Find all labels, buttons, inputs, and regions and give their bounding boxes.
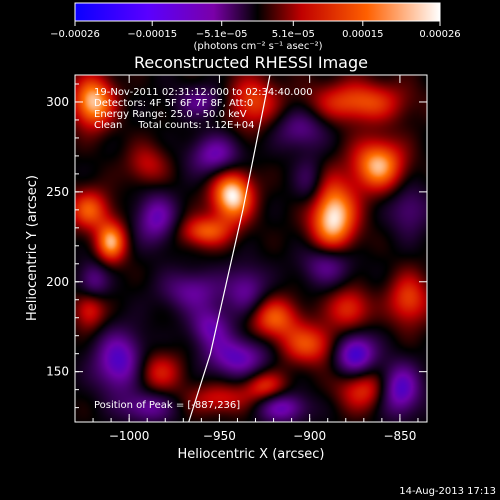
colorbar-gradient xyxy=(74,2,441,22)
y-axis-label: Heliocentric Y (arcsec) xyxy=(25,175,40,321)
x-axis: −1000 −950 −900 −850 xyxy=(74,75,419,443)
solar-limb-curve xyxy=(188,75,271,422)
colorbar-ticks: −0.00026 −0.00015 −5.1e−05 5.1e−05 0.00015 0.… xyxy=(50,21,461,40)
annotation-block: 19-Nov-2011 02:31:12.000 to 02:34:40.000… xyxy=(94,87,313,411)
annotation-method: Clean Total counts: 1.12E+04 xyxy=(94,120,254,131)
x-axis-label: Heliocentric X (arcsec) xyxy=(178,447,325,462)
x-tick-label: −900 xyxy=(293,429,326,443)
chart-title: Reconstructed RHESSI Image xyxy=(134,53,368,72)
colorbar-tick-label: 0.00015 xyxy=(342,29,383,40)
y-tick-label: 300 xyxy=(46,95,69,109)
y-axis: 150 200 250 300 xyxy=(46,83,427,409)
colorbar-tick-label: −5.1e−05 xyxy=(196,29,248,40)
heatmap-image xyxy=(75,75,427,422)
annotation-time-range: 19-Nov-2011 02:31:12.000 to 02:34:40.000 xyxy=(94,87,313,98)
colorbar-tick-label: 5.1e−05 xyxy=(272,29,315,40)
colorbar-tick-label: −0.00026 xyxy=(50,29,100,40)
y-tick-label: 150 xyxy=(46,365,69,379)
annotation-peak: Position of Peak = [-887,236] xyxy=(94,400,240,411)
x-tick-label: −950 xyxy=(203,429,236,443)
annotation-detectors: Detectors: 4F 5F 6F 7F 8F, Att:0 xyxy=(94,98,253,109)
y-tick-label: 250 xyxy=(46,185,69,199)
plot-frame xyxy=(74,74,428,423)
x-tick-label: −1000 xyxy=(109,429,150,443)
x-tick-label: −850 xyxy=(383,429,416,443)
colorbar-tick-label: 0.00026 xyxy=(419,29,460,40)
colorbar-unit-label: (photons cm⁻² s⁻¹ asec⁻²) xyxy=(193,41,322,52)
y-tick-label: 200 xyxy=(46,275,69,289)
colorbar: −0.00026 −0.00015 −5.1e−05 5.1e−05 0.00015 0.… xyxy=(50,2,461,52)
footer-date: 14-Aug-2013 17:13 xyxy=(399,486,496,497)
colorbar-tick-label: −0.00015 xyxy=(127,29,177,40)
annotation-energy: Energy Range: 25.0 - 50.0 keV xyxy=(94,109,247,120)
